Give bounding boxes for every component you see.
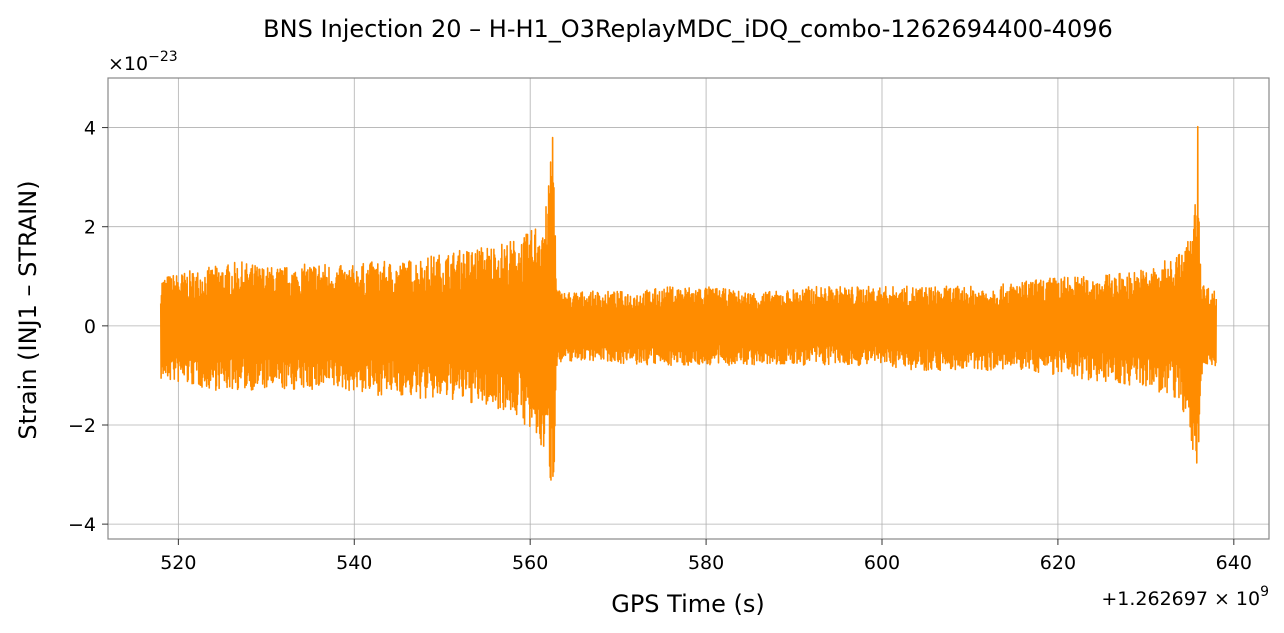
y-tick-label: −2 [68, 415, 96, 437]
y-tick-label: 0 [84, 316, 96, 338]
data-series [159, 125, 1218, 481]
y-tick-label: −4 [68, 514, 96, 536]
chart-title: BNS Injection 20 – H-H1_O3ReplayMDC_iDQ_… [263, 15, 1113, 43]
x-tick-label: 600 [864, 552, 900, 574]
y-multiplier: ×10−23 [108, 49, 178, 75]
y-tick-label: 4 [84, 118, 96, 140]
strain-line [159, 125, 1218, 481]
x-tick-label: 520 [160, 552, 196, 574]
x-offset-suffix: × 10 [1214, 588, 1260, 610]
x-ticks: 520 540 560 580 600 620 640 [160, 539, 1252, 574]
y-tick-label: 2 [84, 217, 96, 239]
x-tick-label: 620 [1040, 552, 1076, 574]
x-offset-value: +1.262697 [1101, 588, 1208, 610]
y-multiplier-base: ×10 [108, 53, 148, 75]
x-tick-label: 580 [688, 552, 724, 574]
x-tick-label: 560 [512, 552, 548, 574]
plot-frame [107, 77, 1270, 540]
y-axis-label: Strain (INJ1 – STRAIN) [14, 180, 42, 439]
x-tick-label: 640 [1216, 552, 1252, 574]
x-tick-label: 540 [336, 552, 372, 574]
x-offset: +1.262697 × 109 [1101, 584, 1269, 610]
y-multiplier-exponent: −23 [148, 49, 178, 65]
x-axis-label: GPS Time (s) [611, 590, 765, 618]
x-offset-exponent: 9 [1260, 584, 1269, 600]
y-ticks: −4 −2 0 2 4 [68, 118, 108, 536]
